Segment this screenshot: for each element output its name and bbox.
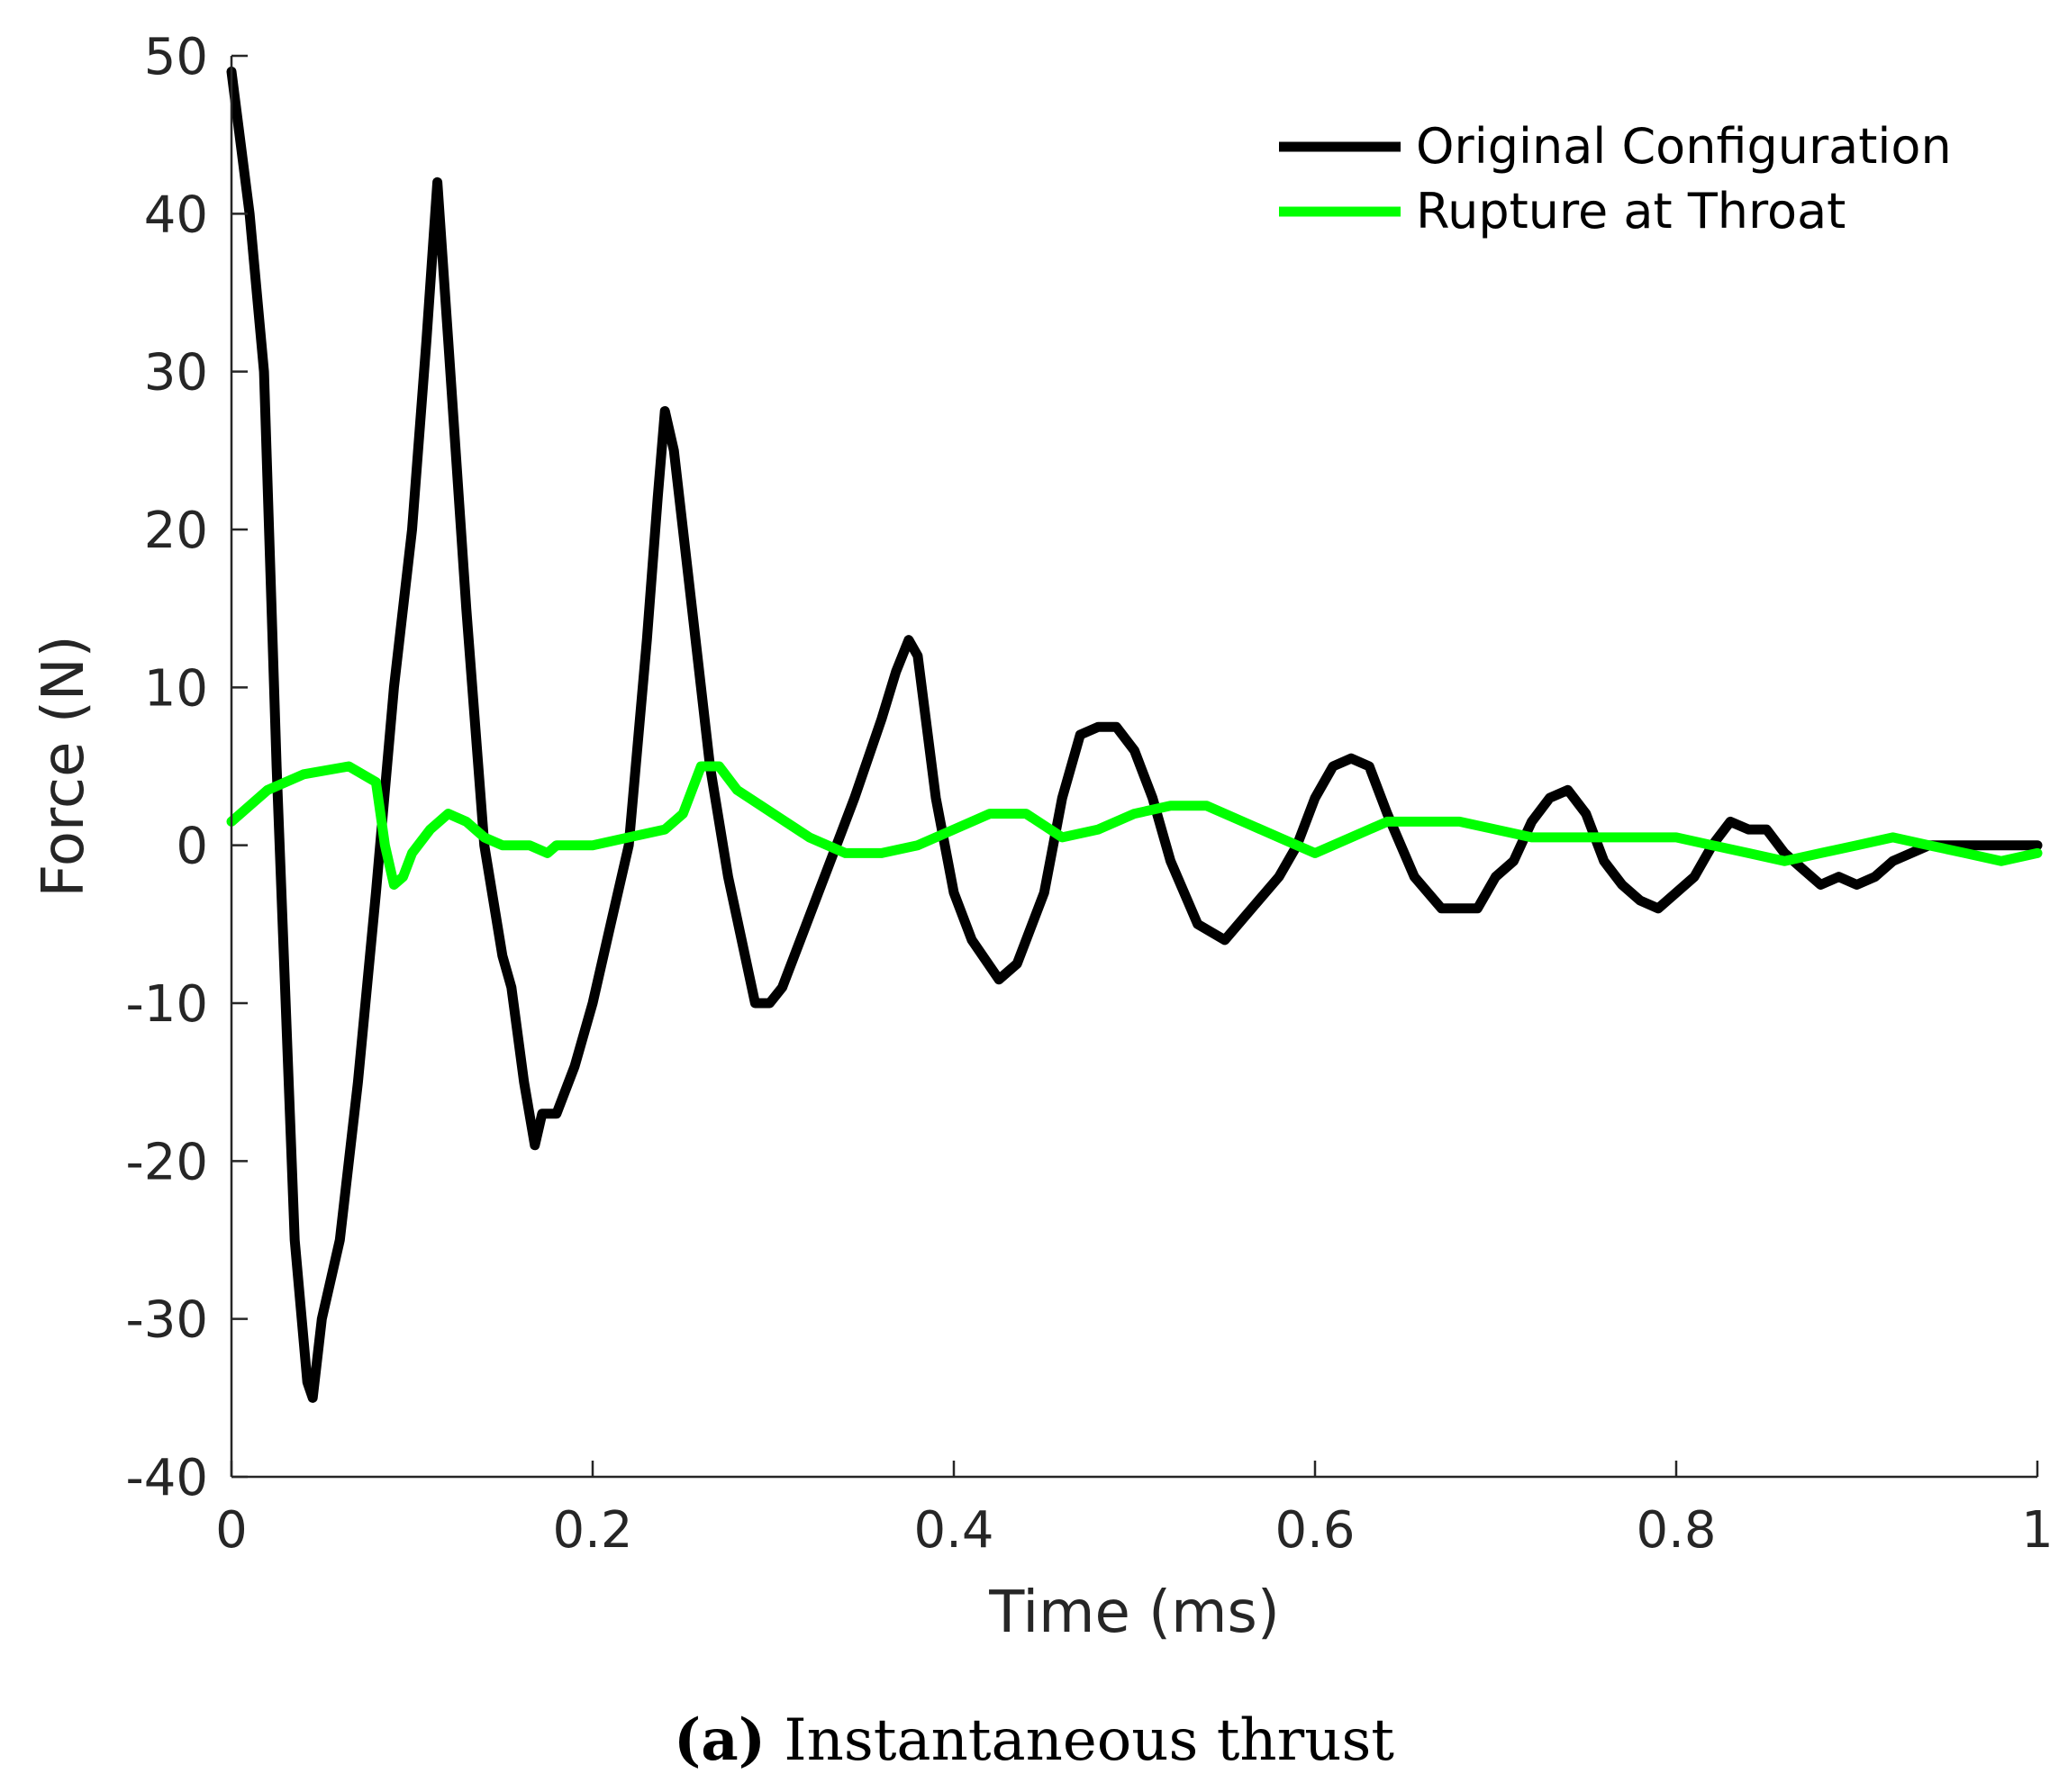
y-axis-label: Force (N) (31, 635, 97, 897)
x-tick-label: 0.4 (913, 1501, 993, 1560)
x-tick-label: 1 (2021, 1501, 2054, 1560)
x-tick-label: 0.6 (1274, 1501, 1355, 1560)
legend-label-2: Rupture at Throat (1416, 183, 1846, 240)
y-tick-label: -20 (126, 1133, 208, 1191)
y-tick-label: -30 (126, 1291, 208, 1350)
y-tick-label: 10 (144, 659, 208, 718)
x-tick-label: 0.2 (552, 1501, 632, 1560)
y-tick-label: -10 (126, 975, 208, 1034)
axes: 0 0.2 0.4 0.6 0.8 1 -40 -30 -20 -10 0 10 20 30 40 50 Tim… (31, 28, 2054, 1646)
y-tick-label: 40 (144, 186, 208, 244)
x-tick-label: 0 (215, 1501, 248, 1560)
series-line-2 (226, 761, 2043, 890)
caption-tag: (a) (673, 1706, 766, 1774)
x-tick-label: 0.8 (1636, 1501, 1716, 1560)
y-tick-label: 0 (176, 818, 208, 876)
series-line-1 (226, 67, 2043, 1403)
legend: Original Configuration Rupture at Throat (1279, 118, 1952, 240)
caption-text: Instantaneous thrust (784, 1707, 1395, 1774)
y-tick-label: 20 (144, 502, 208, 560)
y-tick-label: 30 (144, 344, 208, 403)
plot-area (226, 67, 2043, 1403)
legend-label-1: Original Configuration (1416, 118, 1952, 175)
x-axis-label: Time (ms) (988, 1579, 1280, 1646)
y-tick-label: -40 (126, 1449, 208, 1507)
figure-caption: (a) Instantaneous thrust (0, 1706, 2068, 1774)
y-tick-label: 50 (144, 28, 208, 86)
